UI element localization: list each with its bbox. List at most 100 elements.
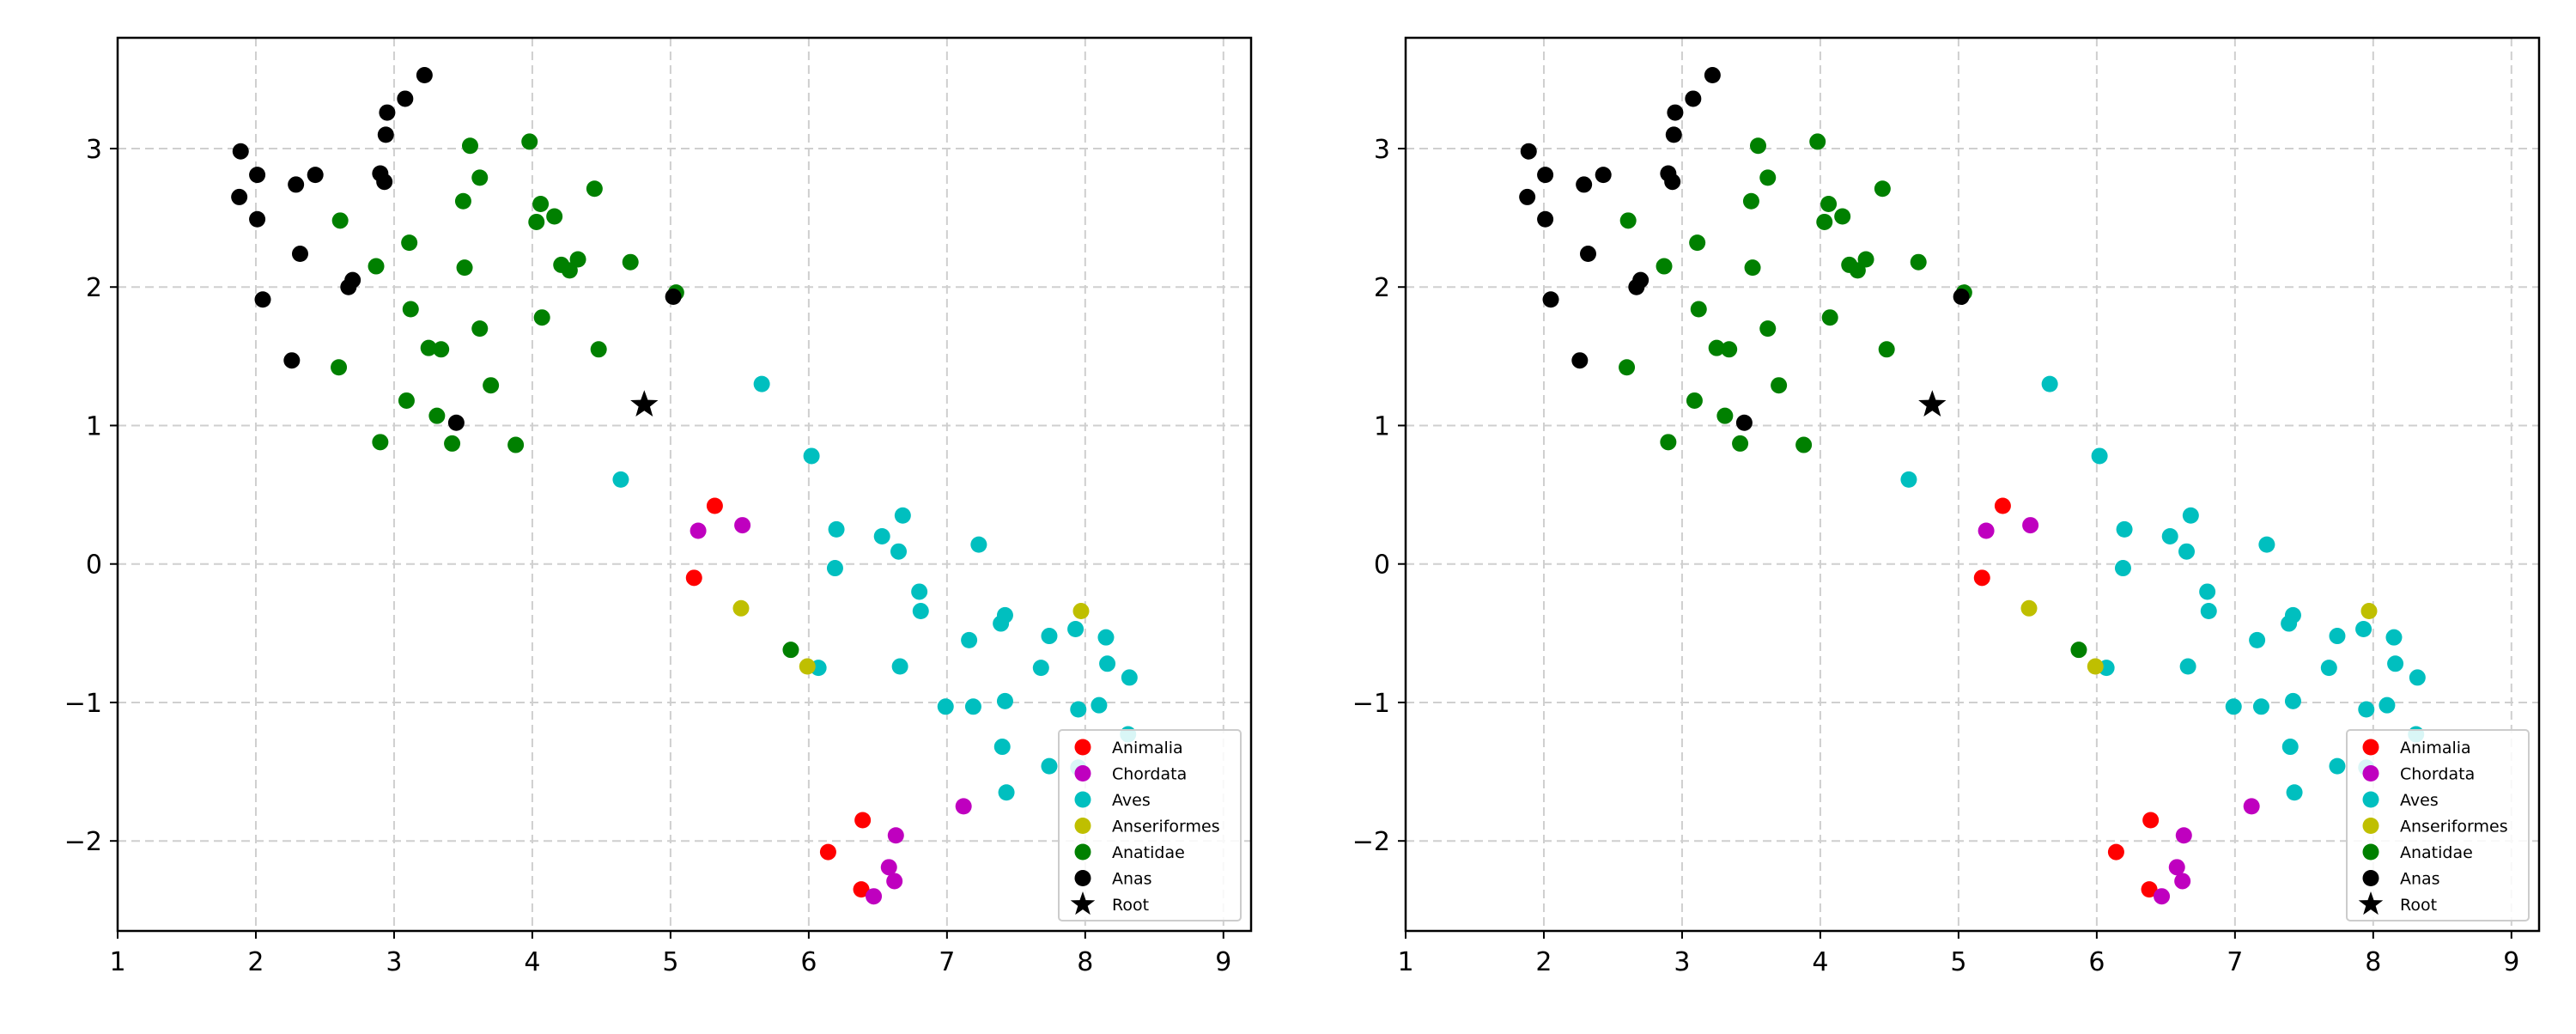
point-anatidae (402, 301, 419, 318)
legend-label-anatidae: Anatidae (1112, 843, 1185, 862)
point-anatidae (1619, 359, 1636, 376)
point-anas (1685, 90, 1702, 107)
point-anseriformes (2360, 603, 2378, 620)
point-aves (803, 447, 820, 465)
point-anas (379, 104, 396, 121)
point-anas (291, 246, 308, 263)
point-anas (1537, 167, 1554, 184)
point-anatidae (528, 213, 545, 230)
y-tick-label: 1 (86, 411, 102, 441)
point-aves (2281, 615, 2298, 632)
point-animalia (2107, 843, 2124, 861)
point-anatidae (561, 262, 578, 279)
point-anatidae (1689, 234, 1706, 252)
legend-label-chordata: Chordata (2400, 765, 2475, 784)
point-chordata (880, 859, 897, 876)
point-chordata (886, 873, 903, 890)
point-aves (1032, 660, 1049, 677)
point-aves (2355, 620, 2372, 637)
point-anatidae (1732, 435, 1749, 452)
point-anatidae (1816, 213, 1833, 230)
point-anatidae (533, 309, 550, 326)
y-tick-label: −2 (64, 827, 102, 857)
x-tick-label: 9 (2503, 947, 2519, 977)
x-tick-label: 5 (1950, 947, 1966, 977)
point-anatidae (1690, 301, 1707, 318)
point-anas (307, 167, 324, 184)
axes-frame (1404, 36, 2541, 933)
point-aves (2200, 603, 2217, 620)
point-anatidae (1744, 259, 1761, 277)
point-anatidae (1708, 339, 1725, 356)
point-anas (232, 143, 249, 160)
x-tick-label: 6 (800, 947, 817, 977)
point-anatidae (461, 137, 478, 155)
point-aves (2225, 698, 2242, 715)
legend-label-aves: Aves (2400, 791, 2439, 810)
point-anatidae (471, 320, 489, 338)
point-aves (2284, 692, 2301, 709)
point-anseriformes (2087, 658, 2104, 675)
point-anseriformes (799, 658, 816, 675)
point-aves (2091, 447, 2108, 465)
legend-label-chordata: Chordata (1112, 765, 1187, 784)
point-anatidae (622, 253, 639, 271)
y-tick-label: 1 (1374, 411, 1390, 441)
legend: Animalia Chordata Aves Anseriformes Anatidae… (1058, 729, 1242, 921)
y-tick-label: 0 (1374, 550, 1390, 581)
point-anas (1537, 210, 1554, 228)
point-chordata (2022, 517, 2039, 534)
legend-marker-anseriformes (1074, 818, 1091, 834)
legend-marker-root (1070, 891, 1096, 915)
point-anatidae (1656, 258, 1673, 275)
point-anatidae (586, 180, 603, 198)
point-anatidae (471, 169, 489, 186)
point-animalia (685, 569, 702, 587)
point-aves (826, 560, 843, 577)
x-tick-label: 2 (247, 947, 264, 977)
point-anas (1595, 167, 1612, 184)
point-chordata (1978, 522, 1995, 539)
point-aves (998, 784, 1015, 801)
point-anatidae (782, 642, 799, 659)
point-anatidae (331, 212, 349, 229)
point-aves (828, 520, 845, 538)
point-root (630, 390, 659, 417)
point-anatidae (1878, 341, 1895, 358)
legend-label-anas: Anas (2400, 870, 2440, 889)
point-anseriformes (2020, 599, 2038, 617)
point-aves (1900, 471, 1917, 488)
point-anatidae (1821, 309, 1838, 326)
legend-marker-chordata (1074, 765, 1091, 782)
point-chordata (2168, 859, 2185, 876)
point-anas (1667, 104, 1684, 121)
point-anatidae (372, 434, 389, 451)
point-aves (964, 698, 981, 715)
point-anatidae (1721, 341, 1738, 358)
point-aves (2258, 536, 2275, 553)
point-anas (1665, 126, 1682, 143)
point-anatidae (444, 435, 461, 452)
point-anatidae (420, 339, 437, 356)
point-anas (288, 176, 305, 193)
point-aves (1067, 620, 1084, 637)
point-anatidae (1749, 137, 1766, 155)
point-aves (2286, 784, 2303, 801)
point-aves (2178, 543, 2196, 560)
point-animalia (853, 881, 870, 898)
legend-label-animalia: Animalia (1112, 739, 1183, 757)
point-aves (1041, 628, 1058, 645)
point-anatidae (454, 192, 471, 210)
point-root (1918, 390, 1947, 417)
point-aves (1070, 701, 1087, 718)
point-aves (1099, 655, 1116, 672)
y-tick-label: −1 (1352, 689, 1390, 719)
point-aves (2182, 507, 2199, 524)
point-anatidae (569, 251, 586, 268)
point-anatidae (546, 208, 563, 225)
point-anas (249, 210, 266, 228)
point-aves (1091, 696, 1108, 714)
legend-label-anseriformes: Anseriformes (2400, 818, 2508, 836)
point-aves (2329, 628, 2346, 645)
